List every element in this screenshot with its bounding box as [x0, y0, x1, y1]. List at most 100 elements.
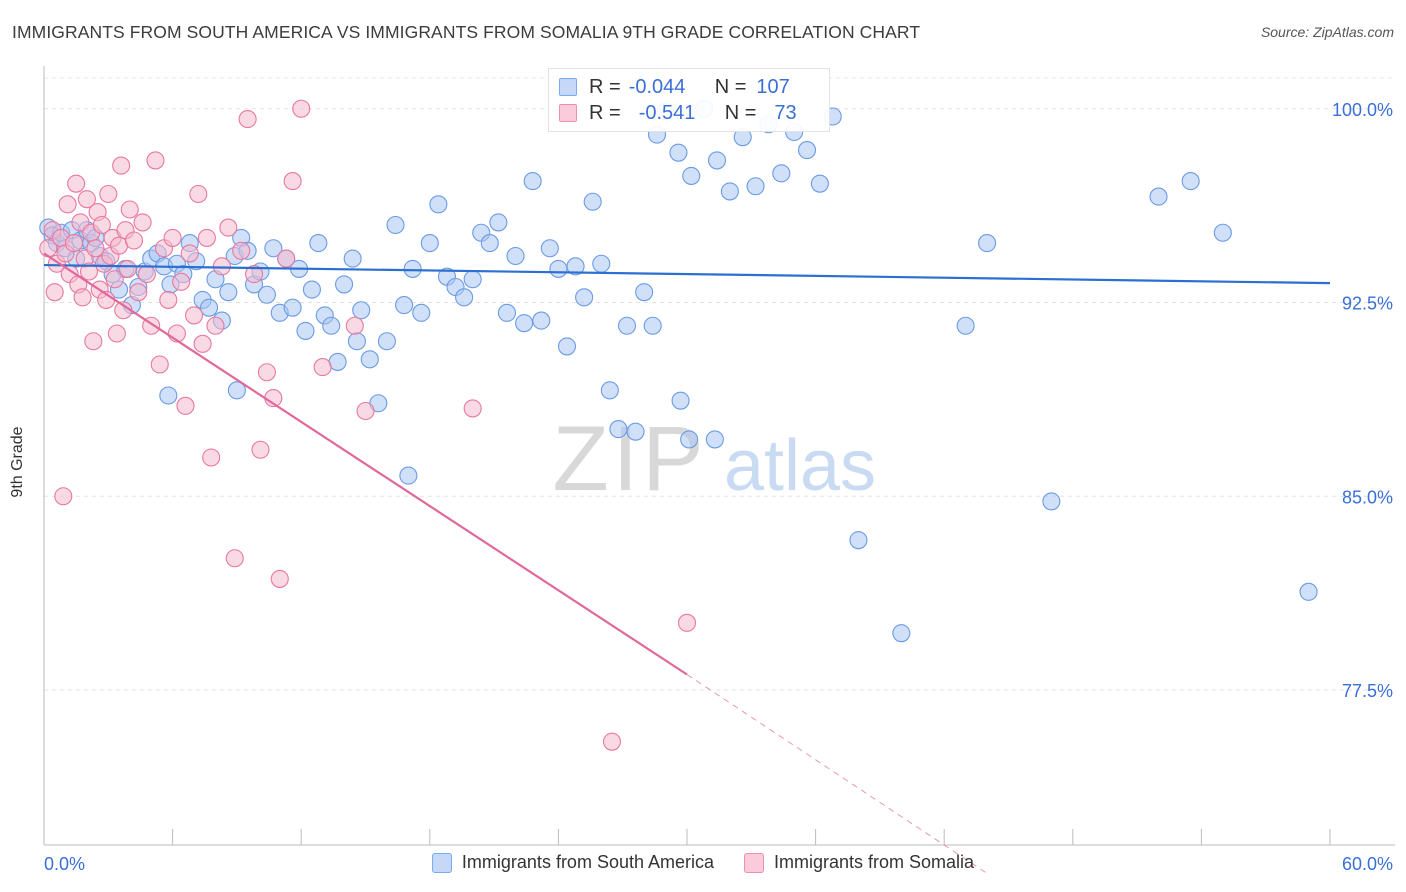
r-label: R =	[589, 101, 621, 124]
point-somalia	[184, 306, 204, 325]
point-south-america	[219, 283, 238, 302]
point-somalia	[172, 272, 191, 291]
point-somalia	[270, 569, 289, 588]
point-south-america	[523, 172, 542, 191]
point-somalia	[219, 218, 238, 237]
r-value: -0.044	[628, 75, 686, 98]
point-south-america	[352, 301, 371, 320]
point-south-america	[377, 332, 396, 351]
axes	[43, 66, 1395, 846]
n-label: N =	[724, 101, 757, 124]
point-somalia	[118, 259, 137, 278]
point-somalia	[86, 239, 105, 258]
point-somalia	[150, 355, 169, 374]
point-south-america	[386, 215, 405, 235]
point-south-america	[343, 249, 362, 268]
legend-swatch-somalia	[744, 852, 765, 873]
point-south-america	[682, 166, 701, 185]
point-south-america	[1181, 172, 1200, 191]
point-south-america	[257, 285, 276, 304]
watermark: ZIP atlas	[552, 408, 876, 510]
n-label: N =	[714, 75, 747, 98]
point-south-america	[669, 143, 688, 162]
point-somalia	[58, 195, 77, 214]
point-south-america	[617, 316, 637, 335]
point-south-america	[1042, 492, 1061, 511]
point-somalia	[197, 228, 216, 247]
point-south-america	[772, 164, 791, 183]
point-somalia	[137, 265, 156, 284]
stats-swatch-somalia	[559, 104, 577, 122]
point-somalia	[206, 316, 225, 335]
point-south-america	[600, 381, 619, 400]
y-tick-label: 92.5%	[1342, 294, 1393, 314]
point-south-america	[429, 195, 448, 214]
point-south-america	[1299, 582, 1318, 601]
point-somalia	[313, 358, 332, 377]
point-south-america	[671, 391, 690, 410]
point-south-america	[227, 381, 246, 400]
point-somalia	[73, 288, 92, 307]
n-value: 107	[756, 75, 790, 98]
watermark-zip: ZIP	[552, 408, 707, 510]
stats-row-south-america: R = -0.044 N = 107	[559, 75, 790, 99]
point-somalia	[54, 487, 73, 506]
point-somalia	[133, 213, 152, 232]
point-south-america	[463, 270, 482, 289]
point-somalia	[124, 231, 144, 250]
stats-swatch-south-america	[559, 78, 577, 96]
point-somalia	[159, 290, 178, 309]
point-somalia	[193, 334, 212, 353]
point-somalia	[202, 448, 221, 467]
point-south-america	[347, 332, 366, 351]
point-south-america	[199, 298, 219, 317]
point-south-america	[1213, 223, 1232, 242]
tick-labels: 77.5% 85.0% 92.5% 100.0% 0.0% 60.0%	[44, 100, 1393, 874]
point-south-america	[264, 239, 283, 258]
grid-lines	[44, 77, 1395, 691]
point-somalia	[602, 732, 622, 751]
point-south-america	[680, 430, 699, 449]
point-somalia	[251, 440, 270, 459]
point-south-america	[626, 422, 645, 441]
point-somalia	[189, 184, 208, 204]
point-south-america	[283, 298, 302, 317]
source-label: Source: ZipAtlas.com	[1260, 24, 1394, 40]
point-somalia	[283, 172, 302, 191]
y-tick-label: 77.5%	[1342, 681, 1393, 701]
point-south-america	[892, 624, 911, 643]
point-south-america	[549, 259, 568, 278]
point-somalia	[677, 613, 697, 632]
point-south-america	[296, 321, 315, 340]
stats-row-somalia: R = -0.541 N = 73	[559, 101, 797, 125]
point-south-america	[489, 213, 508, 232]
point-somalia	[146, 151, 165, 170]
point-south-america	[956, 316, 975, 335]
r-value: -0.541	[638, 101, 696, 124]
point-somalia	[109, 236, 129, 255]
point-south-america	[810, 174, 829, 193]
point-south-america	[583, 192, 602, 211]
point-somalia	[180, 244, 199, 263]
point-somalia	[163, 228, 182, 247]
point-somalia	[92, 215, 111, 235]
trend-somalia	[43, 252, 688, 676]
point-south-america	[302, 280, 321, 299]
point-south-america	[705, 430, 724, 449]
data-points	[39, 99, 1318, 751]
point-south-america	[515, 314, 534, 333]
point-somalia	[120, 200, 139, 219]
trend-somalia-extension	[686, 674, 988, 874]
point-south-america	[746, 177, 765, 196]
point-south-america	[532, 311, 551, 330]
point-south-america	[849, 531, 868, 550]
point-somalia	[79, 262, 99, 281]
point-somalia	[257, 363, 276, 382]
x-tick-label: 60.0%	[1342, 854, 1393, 874]
point-somalia	[77, 190, 96, 209]
point-south-america	[497, 303, 517, 322]
point-somalia	[212, 257, 231, 276]
point-somalia	[292, 99, 311, 118]
legend-item-south-america: Immigrants from South America	[431, 852, 714, 873]
point-somalia	[99, 184, 118, 204]
